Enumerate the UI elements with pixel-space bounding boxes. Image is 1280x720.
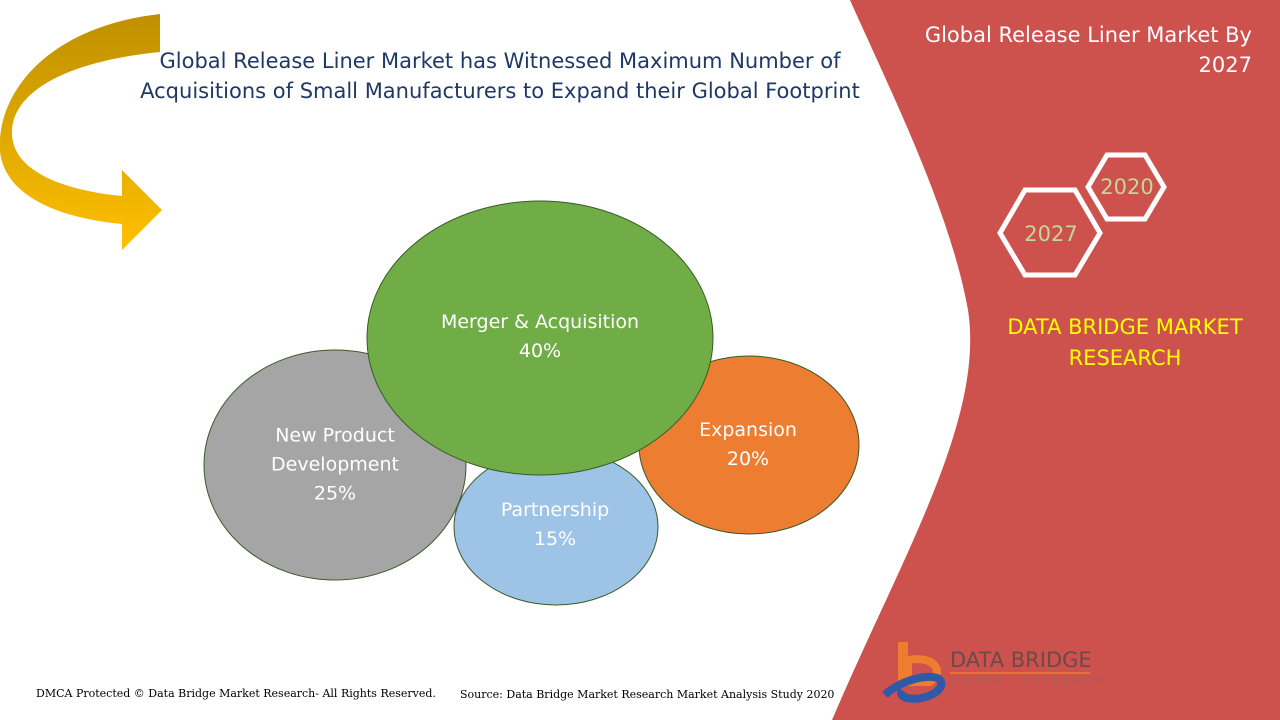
label-expansion: Expansion 20% [699, 416, 797, 474]
hex-year-2020: 2020 [1100, 175, 1154, 199]
label-partnership: Partnership 15% [501, 496, 609, 554]
segment-label: Partnership [500, 499, 610, 521]
page-title: Global Release Liner Market has Witnesse… [140, 49, 860, 103]
logo-subtitle: MARKET RESEARCH [952, 676, 1106, 685]
hex-year-2027: 2027 [1024, 222, 1078, 246]
curved-arrow-icon [0, 14, 162, 250]
segment-value: 20% [726, 448, 770, 470]
segment-value: 40% [518, 340, 562, 362]
label-merger-acquisition: Merger & Acquisition 40% [441, 308, 639, 366]
copyright-text: DMCA Protected © Data Bridge Market Rese… [36, 687, 436, 700]
logo-title: DATA BRIDGE [950, 648, 1092, 672]
hexagon-2027 [997, 187, 1103, 278]
logo-icon [882, 642, 1090, 703]
hexagon-2020 [1085, 152, 1167, 222]
side-title: Global Release Liner Market By 2027 [924, 23, 1252, 77]
brand-name: DATA BRIDGE MARKET RESEARCH [1007, 315, 1243, 370]
bubble-merger-acquisition [366, 200, 714, 476]
segment-label: Expansion [699, 419, 797, 441]
segment-value: 25% [313, 482, 357, 505]
red-side-panel [832, 0, 1280, 720]
segment-label: New Product Development [271, 424, 399, 476]
segment-label: Merger & Acquisition [440, 311, 640, 333]
segment-value: 15% [533, 528, 577, 550]
label-new-product-development: New Product Development 25% [260, 422, 410, 509]
source-text: Source: Data Bridge Market Research Mark… [460, 688, 835, 701]
